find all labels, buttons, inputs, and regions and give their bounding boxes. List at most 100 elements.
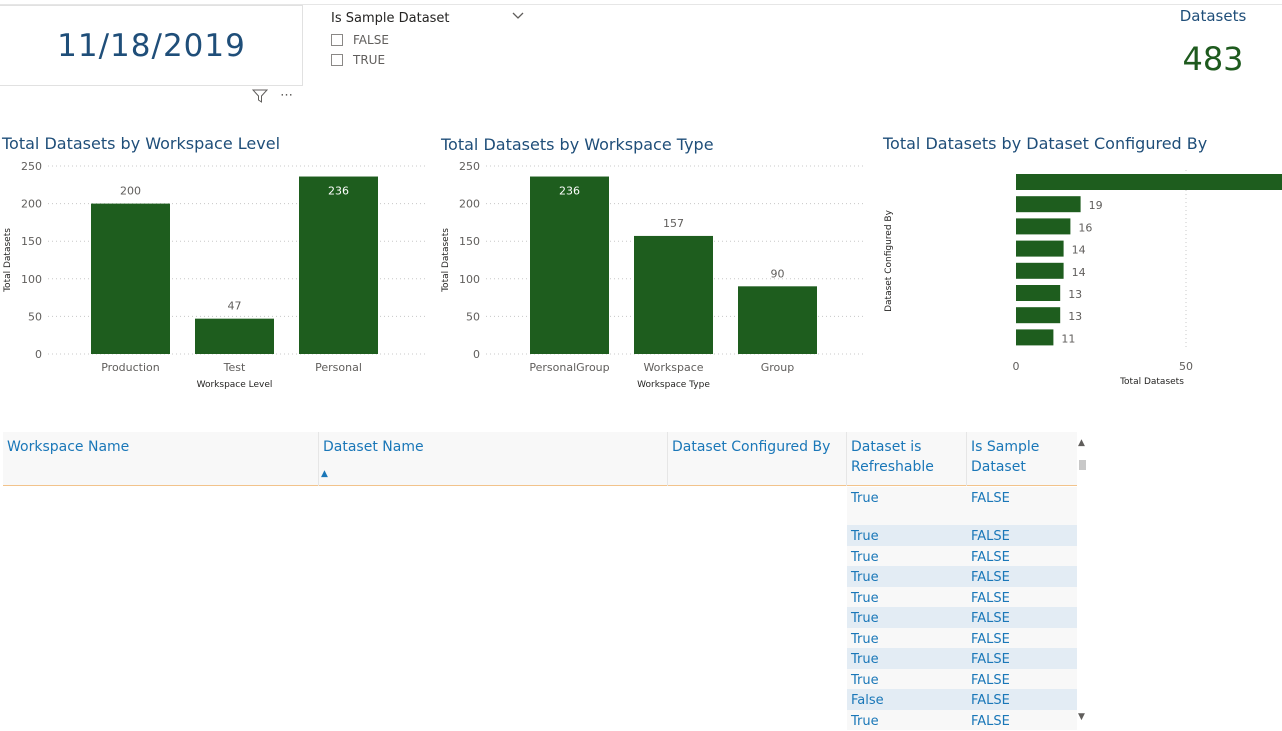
y-tick-label: 200 xyxy=(21,198,42,211)
bar xyxy=(1016,307,1061,324)
table-cell: True xyxy=(847,709,967,730)
table-cell: True xyxy=(847,525,967,546)
table-cell: FALSE xyxy=(967,627,1079,648)
table-cell xyxy=(668,709,847,730)
sort-ascending-icon[interactable]: ▲ xyxy=(321,469,328,479)
table-cell xyxy=(3,566,319,587)
data-label: 47 xyxy=(228,300,242,313)
slicer-option-true[interactable]: TRUE xyxy=(331,53,385,67)
x-tick-label: PersonalGroup xyxy=(529,361,609,374)
x-axis-title: Total Datasets xyxy=(1119,377,1184,387)
table-cell xyxy=(3,709,319,730)
y-tick-label: 150 xyxy=(21,235,42,248)
y-axis-title: Total Datasets xyxy=(3,228,13,293)
data-label: 11 xyxy=(1061,332,1075,345)
scroll-down-icon[interactable]: ▼ xyxy=(1078,712,1085,722)
table-row[interactable]: True FALSE xyxy=(3,586,1079,607)
table-row[interactable]: True FALSE xyxy=(3,627,1079,648)
y-tick-label: 250 xyxy=(459,160,480,173)
table-row[interactable]: True FALSE xyxy=(3,607,1079,628)
table-cell: True xyxy=(847,627,967,648)
table-cell: True xyxy=(847,545,967,566)
y-tick-label: 100 xyxy=(459,273,480,286)
table-cell xyxy=(668,545,847,566)
table-cell: FALSE xyxy=(967,487,1079,525)
y-tick-label: 0 xyxy=(473,348,480,361)
datasets-table[interactable]: Workspace Name Dataset Name ▲ Dataset Co… xyxy=(3,432,1088,730)
x-tick-label: Group xyxy=(761,361,795,374)
table-cell: True xyxy=(847,607,967,628)
table-scrollbar[interactable]: ▲ ▼ xyxy=(1077,432,1088,730)
bar xyxy=(91,203,170,354)
column-header-dataset-name[interactable]: Dataset Name ▲ xyxy=(319,432,668,486)
table-cell: FALSE xyxy=(967,689,1079,710)
table-cell xyxy=(319,648,668,669)
table-cell xyxy=(668,487,847,525)
checkbox-false[interactable] xyxy=(331,34,343,46)
table-cell xyxy=(319,525,668,546)
table-row[interactable]: True FALSE xyxy=(3,487,1079,525)
table-cell: True xyxy=(847,648,967,669)
chart-title-workspace-type: Total Datasets by Workspace Type xyxy=(441,135,714,154)
table-row[interactable]: True FALSE xyxy=(3,648,1079,669)
table-cell: True xyxy=(847,487,967,525)
bar xyxy=(299,176,378,354)
table-cell: FALSE xyxy=(967,668,1079,689)
table-cell xyxy=(3,525,319,546)
checkbox-true[interactable] xyxy=(331,54,343,66)
column-header-refreshable[interactable]: Dataset is Refreshable xyxy=(847,432,967,486)
data-label: 236 xyxy=(328,185,349,198)
data-label: 14 xyxy=(1072,244,1086,257)
table-cell: FALSE xyxy=(967,525,1079,546)
bar xyxy=(1016,240,1064,257)
slicer-option-label: FALSE xyxy=(353,33,389,47)
bar xyxy=(1016,262,1064,279)
table-cell xyxy=(668,627,847,648)
chevron-down-icon[interactable] xyxy=(511,10,525,25)
data-label: 16 xyxy=(1078,221,1092,234)
data-label: 14 xyxy=(1072,266,1086,279)
table-row[interactable]: True FALSE xyxy=(3,668,1079,689)
table-cell: True xyxy=(847,566,967,587)
bar xyxy=(1016,174,1282,190)
x-tick-label: Test xyxy=(223,361,246,374)
table-cell xyxy=(319,668,668,689)
table-cell: FALSE xyxy=(967,566,1079,587)
table-row[interactable]: False FALSE xyxy=(3,689,1079,710)
table-row[interactable]: True FALSE xyxy=(3,525,1079,546)
chart-workspace-type[interactable]: 0 50 100 150 200 250 236 PersonalGroup 157 Worksp… xyxy=(438,155,868,395)
table-cell: FALSE xyxy=(967,545,1079,566)
column-header-is-sample[interactable]: Is Sample Dataset xyxy=(971,439,1040,475)
table-cell xyxy=(668,607,847,628)
kpi-title: Datasets xyxy=(1179,7,1247,25)
y-axis-title: Dataset Configured By xyxy=(884,209,894,311)
table-row[interactable]: True FALSE xyxy=(3,566,1079,587)
table-cell xyxy=(3,627,319,648)
table-cell xyxy=(319,545,668,566)
table-header: Workspace Name Dataset Name ▲ Dataset Co… xyxy=(3,432,1079,486)
data-label: 90 xyxy=(771,267,785,280)
scroll-up-icon[interactable]: ▲ xyxy=(1078,438,1085,448)
more-options-icon[interactable]: ⋯ xyxy=(280,88,294,103)
filter-icon[interactable] xyxy=(251,89,272,107)
table-cell xyxy=(3,586,319,607)
column-header-workspace-name[interactable]: Workspace Name xyxy=(3,432,319,486)
table-cell xyxy=(668,689,847,710)
data-label: 236 xyxy=(559,185,580,198)
slicer-option-false[interactable]: FALSE xyxy=(331,33,389,47)
table-row[interactable]: True FALSE xyxy=(3,709,1079,730)
y-tick-label: 250 xyxy=(21,160,42,173)
scroll-thumb[interactable] xyxy=(1079,460,1086,470)
date-card[interactable] xyxy=(0,5,303,86)
top-border xyxy=(0,4,1282,5)
y-tick-label: 200 xyxy=(459,198,480,211)
table-cell xyxy=(319,487,668,525)
table-cell xyxy=(3,648,319,669)
table-row[interactable]: True FALSE xyxy=(3,545,1079,566)
column-header-configured-by[interactable]: Dataset Configured By xyxy=(668,432,847,486)
table-cell xyxy=(319,607,668,628)
table-cell xyxy=(3,607,319,628)
chart-workspace-level[interactable]: 0 50 100 150 200 250 200 Production 47 Test 236 Per… xyxy=(0,155,430,395)
chart-configured-by[interactable]: 05018719161414131311Total DatasetsDatase… xyxy=(878,155,1282,395)
bar xyxy=(195,318,274,354)
